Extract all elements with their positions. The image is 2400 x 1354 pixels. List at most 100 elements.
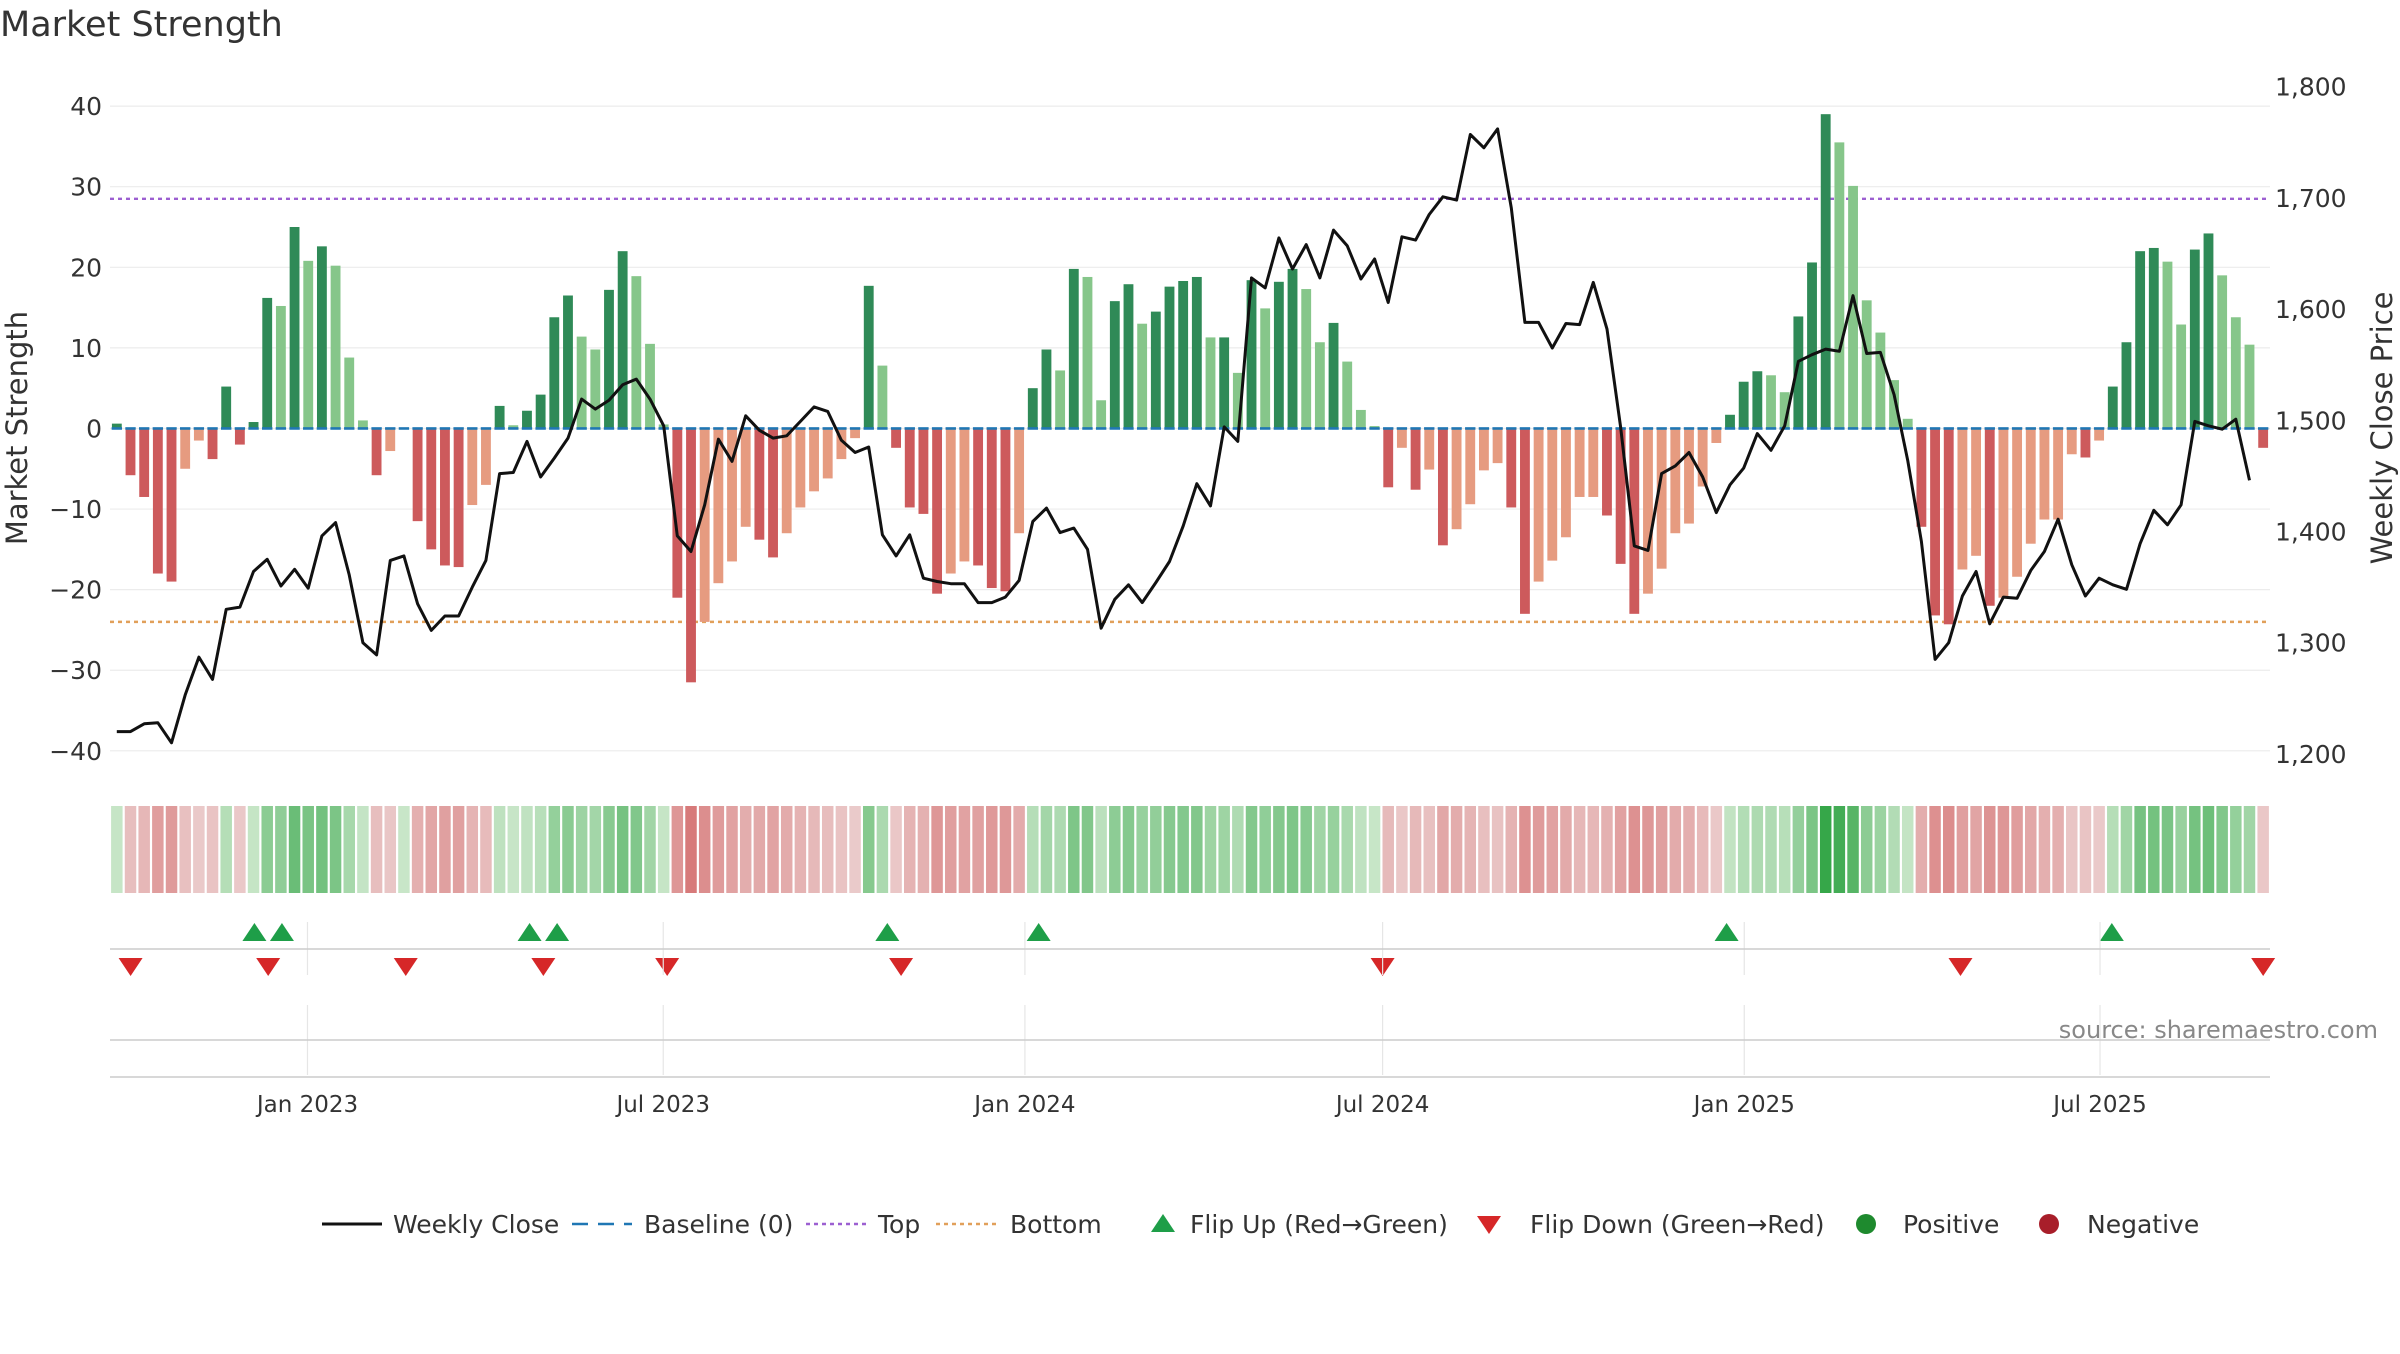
- heat-cell: [1437, 806, 1449, 893]
- heat-cell: [206, 806, 219, 893]
- heat-cell: [1286, 806, 1299, 893]
- strength-bar: [1984, 428, 1995, 606]
- heat-cell: [562, 806, 574, 893]
- heat-cell: [1573, 806, 1586, 893]
- heat-cell: [275, 806, 287, 893]
- heat-cell: [466, 806, 479, 893]
- heat-cell: [835, 806, 848, 893]
- heat-cell: [548, 806, 561, 893]
- strength-bar: [1561, 428, 1571, 538]
- heat-cell: [329, 806, 342, 893]
- strength-bar: [221, 386, 232, 429]
- y2-tick-label: 1,400: [2275, 517, 2347, 546]
- strength-bar: [262, 297, 273, 429]
- heat-cell: [302, 806, 314, 893]
- heat-cell: [1724, 806, 1736, 893]
- heat-cell: [1478, 806, 1490, 893]
- heat-cell: [589, 806, 602, 893]
- circle-icon: [1856, 1214, 1876, 1234]
- flip-up-marker: [242, 923, 267, 941]
- strength-bar: [1998, 428, 2009, 598]
- heat-cell: [753, 806, 766, 893]
- heat-cell: [575, 806, 588, 893]
- strength-bar: [836, 428, 847, 460]
- heat-cell: [739, 806, 752, 893]
- strength-bar: [1328, 322, 1339, 429]
- flip-down-marker: [393, 958, 418, 976]
- heat-cell: [1655, 806, 1668, 893]
- strength-bar: [426, 428, 437, 550]
- heat-cell: [1669, 806, 1682, 893]
- strength-bar: [2039, 428, 2050, 520]
- source-note: source: sharemaestro.com: [2059, 1016, 2378, 1044]
- triangle-up-icon: [1151, 1214, 1175, 1232]
- strength-bar: [2094, 428, 2105, 441]
- strength-bar: [453, 428, 464, 568]
- strength-bar: [1383, 428, 1394, 488]
- heat-cell: [780, 806, 793, 893]
- strength-bars: [111, 114, 2269, 683]
- strength-bar: [2080, 428, 2091, 458]
- heat-cell: [890, 806, 902, 893]
- strength-bar: [1164, 286, 1175, 429]
- heat-cell: [1273, 806, 1285, 893]
- heat-cell: [2107, 806, 2119, 893]
- heat-cell: [1628, 806, 1641, 893]
- strength-bar: [631, 276, 642, 429]
- strength-bar: [1656, 428, 1667, 569]
- heat-cell: [904, 806, 916, 893]
- heat-cell: [1464, 806, 1476, 893]
- strength-bar: [877, 365, 888, 429]
- heat-cell: [1122, 806, 1135, 893]
- y2-axis-label: Weekly Close Price: [2365, 292, 2399, 565]
- heat-cell: [1191, 806, 1203, 893]
- strength-bar: [590, 349, 601, 429]
- heat-cell: [1423, 806, 1435, 893]
- strength-bar: [795, 428, 806, 508]
- flip-up-marker: [1026, 923, 1051, 941]
- heat-cell: [2230, 806, 2242, 893]
- heat-cell: [1300, 806, 1312, 893]
- heat-cell: [343, 806, 355, 893]
- strength-bar: [1082, 276, 1093, 429]
- heat-cell: [1751, 806, 1764, 893]
- heat-cell: [1204, 806, 1217, 893]
- heat-cell: [193, 806, 205, 893]
- strength-bar: [1355, 409, 1366, 429]
- strength-bar: [1451, 428, 1462, 530]
- strength-bar: [139, 428, 150, 497]
- strength-bar: [2066, 428, 2077, 455]
- heat-cell: [425, 806, 438, 893]
- strength-bar: [1191, 276, 1202, 429]
- y2-tick-label: 1,500: [2275, 406, 2347, 435]
- strength-bar: [1314, 342, 1325, 429]
- heat-cell: [220, 806, 232, 893]
- strength-bar: [2148, 247, 2159, 429]
- heat-cell: [616, 806, 629, 893]
- flip-down-marker: [889, 958, 914, 976]
- strength-bar: [768, 428, 778, 558]
- heat-cell: [247, 806, 260, 893]
- strength-bar: [1287, 268, 1298, 429]
- y2-tick-label: 1,600: [2275, 295, 2347, 324]
- heat-cell: [1819, 806, 1832, 893]
- heat-cell: [1765, 806, 1777, 893]
- flip-down-marker: [2251, 958, 2276, 976]
- strength-bar: [1492, 428, 1503, 464]
- heat-cell: [1970, 806, 1982, 893]
- strength-bar: [973, 428, 984, 566]
- heat-cell: [1259, 806, 1271, 893]
- heat-cell: [1806, 806, 1818, 893]
- strength-bar: [193, 428, 204, 441]
- strength-bar: [1793, 316, 1804, 429]
- strength-bar: [1875, 332, 1886, 429]
- strength-bar: [904, 428, 915, 508]
- heat-cell: [1177, 806, 1189, 893]
- strength-bar: [289, 227, 300, 429]
- strength-bar: [713, 428, 724, 584]
- strength-bar: [1068, 268, 1079, 429]
- x-tick-label: Jan 2023: [255, 1092, 358, 1118]
- heat-cell: [357, 806, 369, 893]
- strength-bar: [781, 428, 792, 534]
